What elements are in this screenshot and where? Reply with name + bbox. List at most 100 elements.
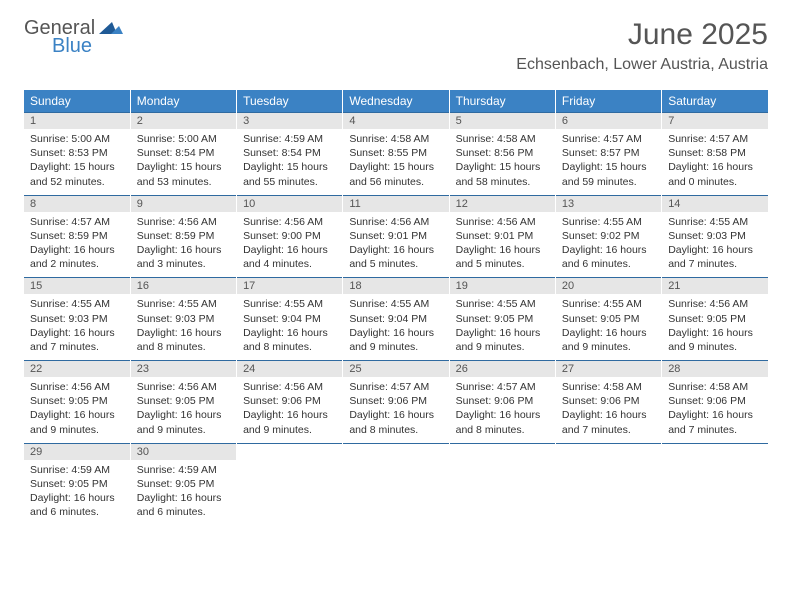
sunset-text: Sunset: 9:05 PM [30,394,124,408]
daylight-text: Daylight: 16 hours and 6 minutes. [137,491,230,519]
day-number-cell: 20 [555,278,661,295]
logo-mark-icon [99,18,123,38]
day-content-cell: Sunrise: 4:57 AMSunset: 9:06 PMDaylight:… [343,377,449,443]
daylight-text: Daylight: 16 hours and 0 minutes. [668,160,762,188]
daylight-text: Daylight: 16 hours and 3 minutes. [137,243,230,271]
daylight-text: Daylight: 16 hours and 8 minutes. [456,408,549,436]
daylight-text: Daylight: 15 hours and 53 minutes. [137,160,230,188]
calendar-table: SundayMondayTuesdayWednesdayThursdayFrid… [24,90,768,526]
sunrise-text: Sunrise: 4:55 AM [243,297,336,311]
day-number-cell: 5 [449,113,555,130]
day-content-cell: Sunrise: 4:56 AMSunset: 9:06 PMDaylight:… [237,377,343,443]
sunset-text: Sunset: 9:06 PM [562,394,655,408]
sunset-text: Sunset: 8:58 PM [668,146,762,160]
day-number-cell: 29 [24,443,130,460]
day-content-cell: Sunrise: 4:56 AMSunset: 9:00 PMDaylight:… [237,212,343,278]
day-number-cell: 3 [237,113,343,130]
daylight-text: Daylight: 15 hours and 58 minutes. [456,160,549,188]
day-number-cell: 7 [662,113,768,130]
daylight-text: Daylight: 16 hours and 8 minutes. [137,326,230,354]
header: General Blue June 2025 Echsenbach, Lower… [0,0,792,80]
weekday-header: Sunday [24,90,130,113]
sunset-text: Sunset: 8:57 PM [562,146,655,160]
sunset-text: Sunset: 9:03 PM [668,229,762,243]
day-content-cell: Sunrise: 4:55 AMSunset: 9:03 PMDaylight:… [130,294,236,360]
day-content-cell: Sunrise: 4:57 AMSunset: 8:59 PMDaylight:… [24,212,130,278]
day-content-cell: Sunrise: 4:55 AMSunset: 9:04 PMDaylight:… [237,294,343,360]
sunrise-text: Sunrise: 4:58 AM [349,132,442,146]
day-number-cell: 25 [343,361,449,378]
sunrise-text: Sunrise: 4:57 AM [668,132,762,146]
day-content-cell [662,460,768,526]
day-number-cell: 4 [343,113,449,130]
day-number-cell: 21 [662,278,768,295]
day-number-cell: 15 [24,278,130,295]
sunset-text: Sunset: 9:06 PM [456,394,549,408]
day-content-cell: Sunrise: 4:56 AMSunset: 9:05 PMDaylight:… [130,377,236,443]
day-content-cell: Sunrise: 4:59 AMSunset: 8:54 PMDaylight:… [237,129,343,195]
daylight-text: Daylight: 16 hours and 9 minutes. [137,408,230,436]
day-number-cell: 22 [24,361,130,378]
sunset-text: Sunset: 9:03 PM [137,312,230,326]
logo: General Blue [24,18,123,56]
sunset-text: Sunset: 8:53 PM [30,146,124,160]
day-number-cell: 10 [237,195,343,212]
day-content-row: Sunrise: 4:57 AMSunset: 8:59 PMDaylight:… [24,212,768,278]
day-number-cell: 6 [555,113,661,130]
day-number-cell: 1 [24,113,130,130]
sunrise-text: Sunrise: 4:57 AM [562,132,655,146]
day-content-cell: Sunrise: 4:58 AMSunset: 8:56 PMDaylight:… [449,129,555,195]
day-content-cell: Sunrise: 4:57 AMSunset: 9:06 PMDaylight:… [449,377,555,443]
day-number-cell: 30 [130,443,236,460]
day-content-cell: Sunrise: 4:56 AMSunset: 8:59 PMDaylight:… [130,212,236,278]
sunrise-text: Sunrise: 4:56 AM [243,215,336,229]
day-content-row: Sunrise: 4:56 AMSunset: 9:05 PMDaylight:… [24,377,768,443]
sunset-text: Sunset: 9:05 PM [562,312,655,326]
sunset-text: Sunset: 8:54 PM [243,146,336,160]
month-title: June 2025 [516,18,768,52]
day-number-cell: 24 [237,361,343,378]
sunset-text: Sunset: 9:03 PM [30,312,124,326]
sunset-text: Sunset: 9:00 PM [243,229,336,243]
day-number-cell: 2 [130,113,236,130]
daylight-text: Daylight: 16 hours and 5 minutes. [349,243,442,271]
sunrise-text: Sunrise: 4:55 AM [562,215,655,229]
day-number-cell: 17 [237,278,343,295]
sunset-text: Sunset: 9:01 PM [456,229,549,243]
day-number-cell: 11 [343,195,449,212]
sunset-text: Sunset: 8:59 PM [30,229,124,243]
day-number-cell [343,443,449,460]
calendar-body: 1234567 Sunrise: 5:00 AMSunset: 8:53 PMDa… [24,113,768,526]
weekday-header: Friday [555,90,661,113]
sunrise-text: Sunrise: 4:56 AM [456,215,549,229]
sunset-text: Sunset: 8:55 PM [349,146,442,160]
day-number-cell [237,443,343,460]
sunset-text: Sunset: 8:59 PM [137,229,230,243]
daylight-text: Daylight: 16 hours and 9 minutes. [30,408,124,436]
sunset-text: Sunset: 9:01 PM [349,229,442,243]
sunset-text: Sunset: 9:05 PM [456,312,549,326]
daylight-text: Daylight: 16 hours and 7 minutes. [30,326,124,354]
sunrise-text: Sunrise: 4:58 AM [562,380,655,394]
sunset-text: Sunset: 9:06 PM [243,394,336,408]
daylight-text: Daylight: 16 hours and 6 minutes. [30,491,124,519]
day-content-cell: Sunrise: 4:58 AMSunset: 9:06 PMDaylight:… [555,377,661,443]
day-content-cell [555,460,661,526]
daylight-text: Daylight: 16 hours and 6 minutes. [562,243,655,271]
day-content-cell [343,460,449,526]
day-content-cell: Sunrise: 4:55 AMSunset: 9:05 PMDaylight:… [449,294,555,360]
day-content-cell: Sunrise: 4:56 AMSunset: 9:05 PMDaylight:… [662,294,768,360]
day-content-cell: Sunrise: 5:00 AMSunset: 8:53 PMDaylight:… [24,129,130,195]
sunrise-text: Sunrise: 4:56 AM [243,380,336,394]
sunrise-text: Sunrise: 4:55 AM [349,297,442,311]
day-content-row: Sunrise: 5:00 AMSunset: 8:53 PMDaylight:… [24,129,768,195]
day-number-cell: 26 [449,361,555,378]
sunrise-text: Sunrise: 4:59 AM [243,132,336,146]
sunset-text: Sunset: 8:56 PM [456,146,549,160]
day-content-cell: Sunrise: 4:59 AMSunset: 9:05 PMDaylight:… [130,460,236,526]
daylight-text: Daylight: 16 hours and 4 minutes. [243,243,336,271]
day-number-cell [555,443,661,460]
day-number-cell: 28 [662,361,768,378]
sunrise-text: Sunrise: 4:55 AM [668,215,762,229]
day-content-cell: Sunrise: 4:58 AMSunset: 9:06 PMDaylight:… [662,377,768,443]
